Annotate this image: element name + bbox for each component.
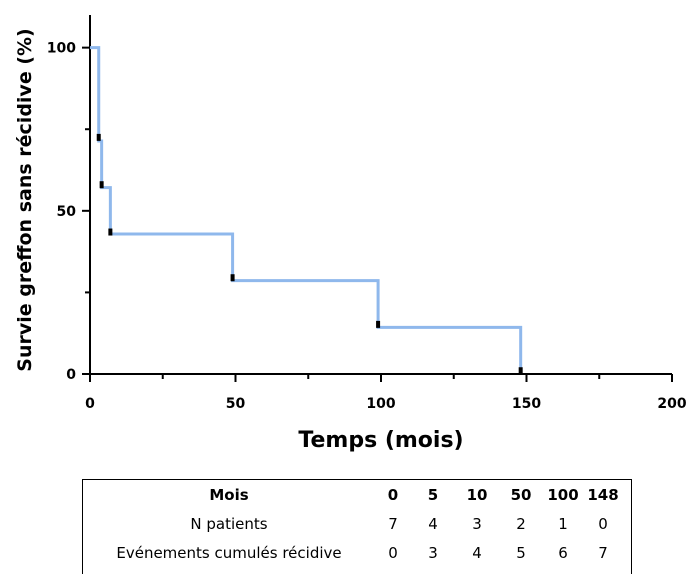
table-cell: 7: [388, 514, 398, 533]
event-mark: [230, 274, 235, 282]
table-header-cell: Mois: [209, 485, 249, 504]
x-tick-label: 150: [512, 396, 541, 412]
y-tick-labels: 0 50 100: [47, 41, 76, 383]
x-tick-labels: 0 50 100 150 200: [85, 396, 687, 412]
table-cell: 5: [516, 543, 526, 562]
event-mark: [518, 367, 523, 375]
x-axis-title: Temps (mois): [298, 428, 463, 453]
survival-curve: [90, 46, 523, 374]
survival-step-line: [90, 46, 523, 374]
table-cell: N patients: [190, 514, 268, 533]
axes: [82, 15, 673, 382]
table-header-cell: 50: [510, 485, 532, 504]
table-cell: 4: [472, 543, 482, 562]
table-cell: 4: [428, 514, 438, 533]
event-mark: [96, 133, 101, 141]
event-marks: [96, 133, 523, 375]
table-header-cell: 10: [466, 485, 488, 504]
table-header-row: Mois 0 5 10 50 100 148: [83, 480, 623, 509]
x-tick-label: 50: [226, 396, 246, 412]
event-mark: [108, 228, 113, 236]
y-tick-label: 0: [66, 367, 76, 383]
table-cell: 0: [388, 543, 398, 562]
km-chart: 0 50 100 150 200 0 50 100 Temps (mois) Survie …: [14, 15, 687, 453]
table-header-cell: 100: [547, 485, 579, 504]
table-cell: Evénements cumulés récidive: [116, 543, 342, 562]
x-tick-label: 100: [366, 396, 395, 412]
table-cell: 3: [472, 514, 482, 533]
table-cell: 3: [428, 543, 438, 562]
table-header-cell: 0: [387, 485, 399, 504]
table-cell: 6: [558, 543, 568, 562]
table-header-cell: 148: [587, 485, 619, 504]
risk-table: Mois 0 5 10 50 100 148 N patients 7 4 3 …: [82, 479, 632, 574]
event-mark: [376, 320, 381, 328]
event-mark: [99, 181, 104, 189]
table-cell: 1: [558, 514, 568, 533]
risk-table-grid: Mois 0 5 10 50 100 148 N patients 7 4 3 …: [83, 480, 623, 567]
table-row: Evénements cumulés récidive 0 3 4 5 6 7: [83, 538, 623, 567]
table-cell: 0: [598, 514, 608, 533]
table-cell: 7: [598, 543, 608, 562]
table-header-cell: 5: [427, 485, 439, 504]
y-tick-label: 100: [47, 41, 76, 57]
table-row: N patients 7 4 3 2 1 0: [83, 509, 623, 538]
y-axis-title: Survie greffon sans récidive (%): [14, 28, 36, 371]
y-tick-label: 50: [57, 204, 77, 220]
x-tick-label: 200: [657, 396, 686, 412]
table-cell: 2: [516, 514, 526, 533]
x-tick-label: 0: [85, 396, 95, 412]
